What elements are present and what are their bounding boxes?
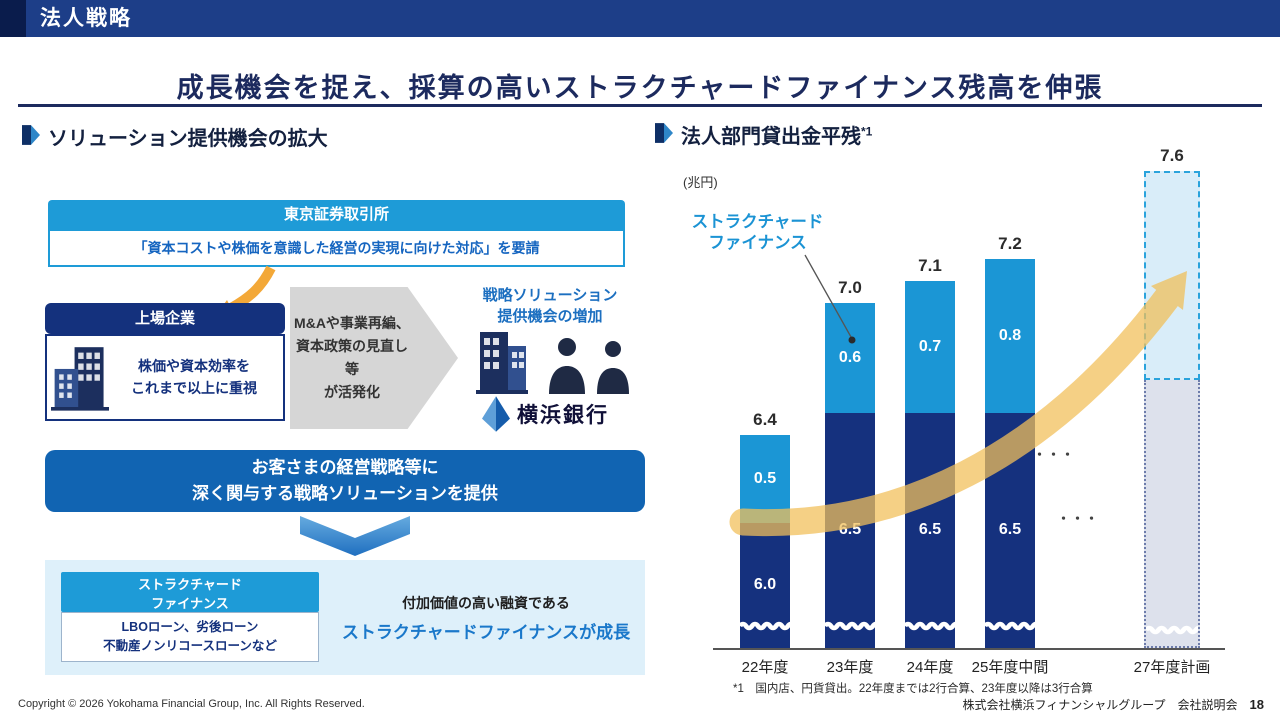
axis-break-wave: [1146, 625, 1198, 635]
company-name: 株式会社横浜フィナンシャルグループ 会社説明会: [962, 698, 1238, 712]
bar-segment-base-lending: [740, 522, 790, 648]
section-marker-icon: [22, 125, 40, 145]
structured-finance-panel: ストラクチャード ファイナンス LBOローン、劣後ローン 不動産ノンリコースロー…: [45, 560, 645, 675]
x-axis-label: 22年度: [741, 659, 789, 676]
tse-box-body: 「資本コストや株価を意識した経営の実現に向けた対応」を要請: [48, 229, 625, 267]
x-axis-label: 23年度: [826, 659, 874, 676]
bank-name-label: 横浜銀行: [517, 404, 609, 427]
axis-break-wave: [905, 621, 955, 631]
copyright-text: Copyright © 2026 Yokohama Financial Grou…: [18, 698, 365, 710]
base-lending-value: 6.5: [838, 521, 862, 539]
chart-footnote: *1 国内店、円貨貸出。22年度までは2行合算、23年度以降は3行合算: [733, 683, 1093, 695]
page-title: 法人戦略: [40, 7, 132, 30]
top-header-bar: 法人戦略: [0, 0, 1280, 37]
structured-finance-value: 0.7: [918, 337, 942, 355]
section-marker-icon: [655, 123, 673, 143]
bar-total-label: 7.1: [918, 255, 942, 275]
chart-plot: 6.4 0.5 6.0 22年度 7.0 0.6 6.5 23年度 7.1 0.7 6.5 24年度 7…: [655, 130, 1275, 690]
businesspeople-icon: [549, 338, 629, 394]
chart-unit-label: (兆円): [683, 175, 718, 190]
bar-total-label: 7.0: [838, 277, 862, 297]
x-axis-label: 24年度: [906, 659, 954, 676]
building-icon: [51, 346, 109, 411]
page-number: 18: [1249, 697, 1264, 712]
listed-companies-body: 株価や資本効率を これまで以上に重視: [45, 334, 285, 421]
yokohama-bank-logo-icon: [482, 396, 510, 432]
projected-bar-upper: [1144, 170, 1200, 380]
left-section-heading: ソリューション提供機会の拡大: [22, 122, 328, 151]
office-building-icon: [476, 332, 528, 394]
right-section-heading-label: 法人部門貸出金平残*1: [681, 124, 873, 148]
tse-box-header: 東京証券取引所: [48, 200, 625, 229]
right-section-heading: 法人部門貸出金平残*1: [655, 120, 872, 149]
left-section-heading-label: ソリューション提供機会の拡大: [48, 128, 328, 150]
down-arrow-icon: [300, 516, 410, 556]
opportunity-text: 戦略ソリューション 提供機会の増加: [482, 287, 618, 325]
title-divider: [18, 104, 1262, 107]
chart-baseline: [713, 648, 1225, 650]
x-axis-label: 25年度中間: [971, 659, 1049, 676]
loan-balance-chart: (兆円) ストラクチャード ファイナンス 6.4 0.5 6.0 22年度 7.0 0.6…: [655, 130, 1275, 695]
structured-finance-examples: LBOローン、劣後ローン 不動産ノンリコースローンなど: [61, 612, 319, 662]
tse-box: 東京証券取引所 「資本コストや株価を意識した経営の実現に向けた対応」を要請: [48, 200, 625, 267]
listed-companies-header: 上場企業: [45, 303, 285, 334]
bar-total-label: 6.4: [753, 409, 777, 429]
continuation-dots: ・・・: [1033, 447, 1076, 462]
slide-title: 成長機会を捉え、採算の高いストラクチャードファイナンス残高を伸張: [176, 73, 1104, 103]
x-axis-label: 27年度計画: [1133, 659, 1211, 676]
structured-finance-value: 0.8: [998, 326, 1022, 344]
footer-right: 株式会社横浜フィナンシャルグループ 会社説明会 18: [962, 696, 1264, 713]
listed-companies-box: 上場企業 株価や資本効率を これまで以上に重視: [45, 303, 285, 421]
yokohama-bank-logo: 横浜銀行: [482, 396, 609, 432]
header-accent: [0, 0, 26, 37]
axis-break-wave: [985, 621, 1035, 631]
base-lending-value: 6.5: [998, 521, 1022, 539]
gray-arrow: M&Aや事業再編、 資本政策の見直し等 が活発化: [290, 287, 458, 429]
structured-finance-value: 0.6: [838, 348, 862, 366]
chart-annotation: ストラクチャード ファイナンス: [691, 213, 824, 252]
structured-finance-header: ストラクチャード ファイナンス: [61, 572, 319, 612]
bar-total-label: 7.6: [1160, 145, 1184, 165]
axis-break-wave: [825, 621, 875, 631]
bar-total-label: 7.2: [998, 233, 1022, 253]
axis-break-wave: [740, 621, 790, 631]
base-lending-value: 6.0: [753, 576, 777, 594]
base-lending-value: 6.5: [918, 521, 942, 539]
projected-bar-lower: [1144, 379, 1200, 648]
structured-finance-value: 0.5: [753, 469, 777, 487]
continuation-dots: ・・・: [1057, 511, 1100, 526]
structured-finance-description: 付加価値の高い融資である ストラクチャードファイナンスが成長: [341, 594, 631, 642]
listed-companies-text: 株価や資本効率を これまで以上に重視: [131, 357, 257, 396]
strategy-solution-box: お客さまの経営戦略等に 深く関与する戦略ソリューションを提供: [45, 450, 645, 512]
